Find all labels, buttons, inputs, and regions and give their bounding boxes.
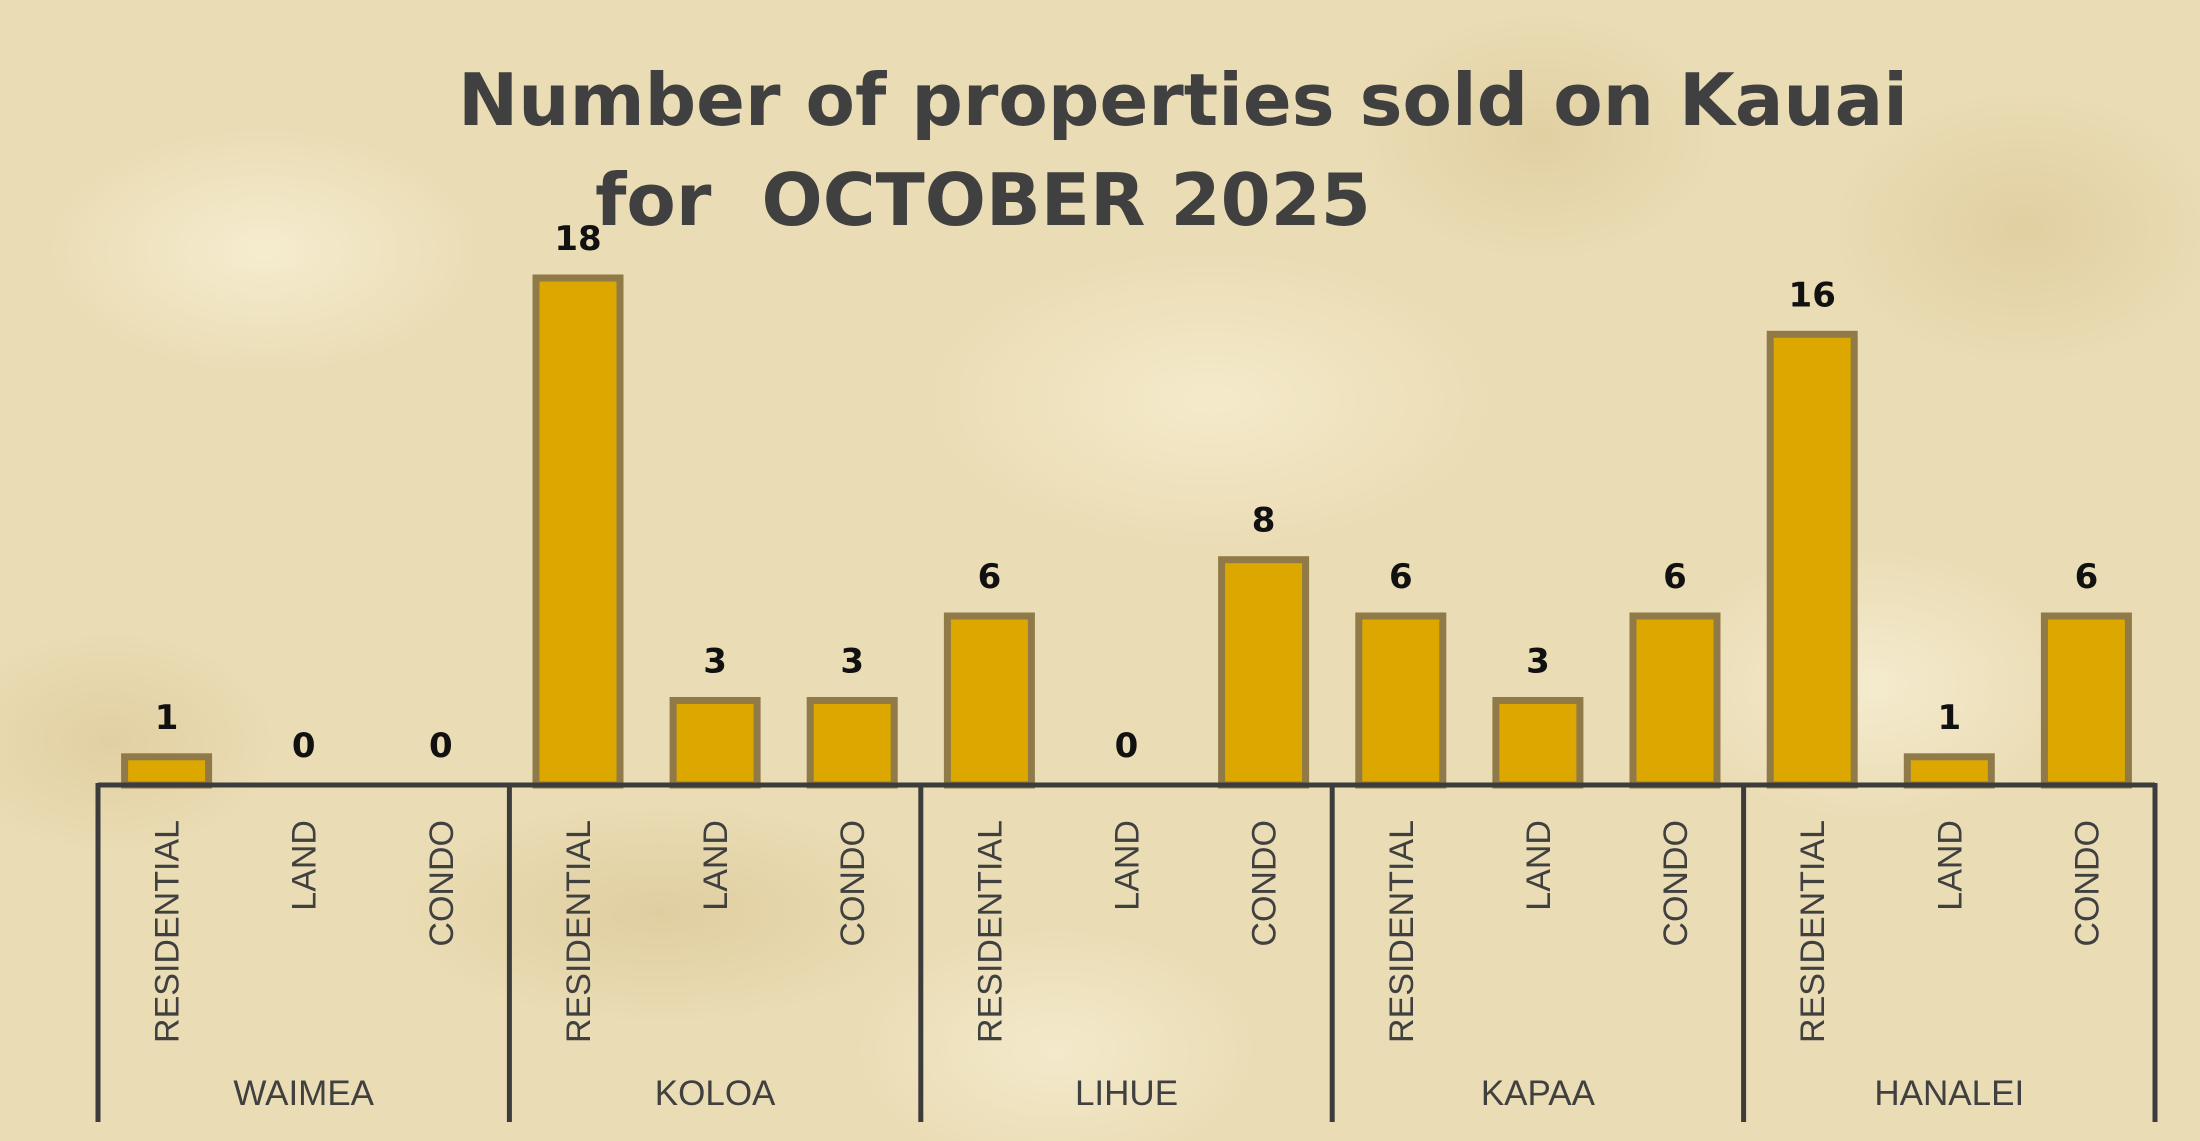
value-label: 3 bbox=[1526, 642, 1550, 682]
value-label: 6 bbox=[1663, 557, 1687, 597]
category-axis: RESIDENTIAL LAND CONDO WAIMEA RESIDENTIAL LAN… bbox=[95, 782, 2158, 1122]
tick-label-subcategory: RESIDENTIAL bbox=[971, 820, 1009, 1043]
tick-label-subcategory: CONDO bbox=[834, 820, 872, 947]
value-label: 18 bbox=[554, 219, 601, 259]
value-label: 0 bbox=[292, 726, 316, 766]
bar-lihue-residential bbox=[943, 612, 1035, 789]
value-label: 3 bbox=[840, 642, 864, 682]
bars-layer bbox=[121, 274, 2132, 789]
tick-label-subcategory: CONDO bbox=[1657, 820, 1695, 947]
value-label: 3 bbox=[703, 642, 727, 682]
value-label: 6 bbox=[1389, 557, 1413, 597]
value-label: 6 bbox=[2075, 557, 2099, 597]
value-label: 16 bbox=[1789, 275, 1836, 315]
tick-label-group: HANALEI bbox=[1874, 1074, 2024, 1113]
bar-kapaa-land bbox=[1492, 697, 1584, 789]
tick-label-subcategory: RESIDENTIAL bbox=[149, 820, 187, 1043]
tick-label-subcategory: CONDO bbox=[2068, 820, 2106, 947]
tick-label-subcategory: LAND bbox=[286, 820, 324, 911]
chart-title-line-1: Number of properties sold on Kauai bbox=[458, 58, 1908, 142]
value-label: 0 bbox=[1115, 726, 1139, 766]
bar-hanalei-residential bbox=[1766, 330, 1858, 789]
tick-label-subcategory: CONDO bbox=[423, 820, 461, 947]
bar-kapaa-residential bbox=[1355, 612, 1447, 789]
bar-lihue-condo bbox=[1218, 556, 1310, 789]
bar-hanalei-condo bbox=[2040, 612, 2132, 789]
tick-label-subcategory: LAND bbox=[1520, 820, 1558, 911]
bar-kapaa-condo bbox=[1629, 612, 1721, 789]
tick-label-group: LIHUE bbox=[1075, 1074, 1178, 1113]
tick-label-group: KOLOA bbox=[655, 1074, 776, 1113]
bar-koloa-residential bbox=[532, 274, 624, 789]
tick-label-group: WAIMEA bbox=[233, 1074, 374, 1113]
bar-koloa-condo bbox=[806, 697, 898, 789]
value-label: 8 bbox=[1252, 501, 1276, 541]
tick-label-subcategory: LAND bbox=[697, 820, 735, 911]
tick-label-subcategory: RESIDENTIAL bbox=[1794, 820, 1832, 1043]
tick-label-subcategory: RESIDENTIAL bbox=[1383, 820, 1421, 1043]
bar-koloa-land bbox=[669, 697, 761, 789]
tick-label-subcategory: CONDO bbox=[1246, 820, 1284, 947]
tick-label-group: KAPAA bbox=[1481, 1074, 1596, 1113]
value-label: 1 bbox=[1937, 698, 1961, 738]
chart-title-line-2: for OCTOBER 2025 bbox=[595, 158, 1371, 242]
value-label: 1 bbox=[155, 698, 179, 738]
tick-label-subcategory: RESIDENTIAL bbox=[560, 820, 598, 1043]
value-label: 6 bbox=[978, 557, 1002, 597]
tick-label-subcategory: LAND bbox=[1109, 820, 1147, 911]
bar-hanalei-land bbox=[1903, 753, 1995, 789]
value-label: 0 bbox=[429, 726, 453, 766]
tick-label-subcategory: LAND bbox=[1931, 820, 1969, 911]
bar-waimea-residential bbox=[121, 753, 213, 789]
